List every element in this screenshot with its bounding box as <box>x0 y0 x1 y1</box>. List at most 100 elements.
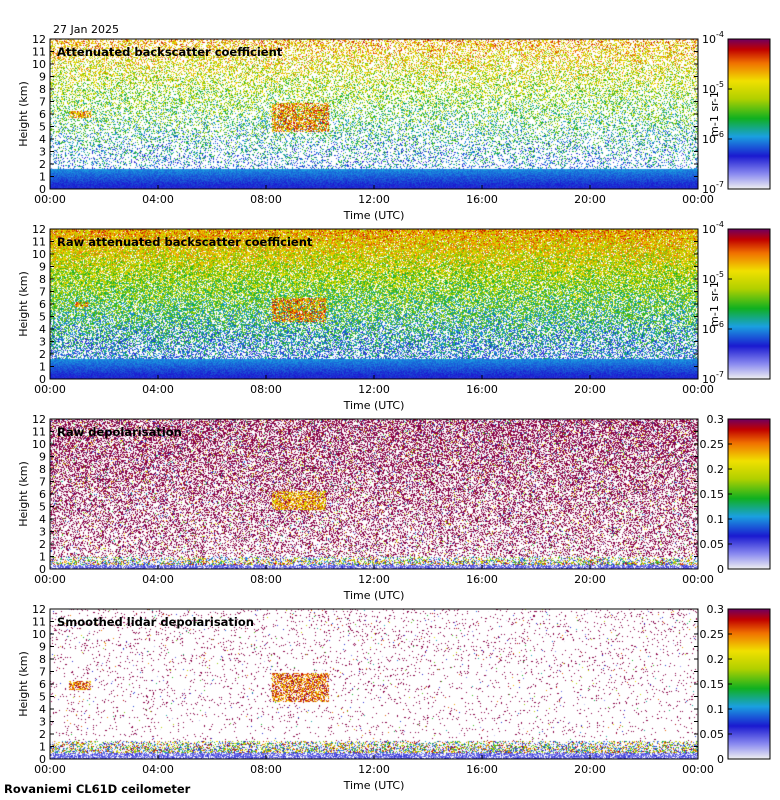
ytick-label: 10 <box>32 438 46 451</box>
heatmap-raster <box>50 39 698 189</box>
ytick-label: 1 <box>39 171 46 184</box>
ytick-label: 7 <box>39 286 46 299</box>
x-axis-label: Time (UTC) <box>343 209 405 222</box>
ytick-label: 6 <box>39 488 46 501</box>
ytick-label: 4 <box>39 323 46 336</box>
colorbar-tick-label: 10-7 <box>702 180 724 196</box>
ytick-label: 11 <box>32 616 46 629</box>
colorbar-tick-label: 0.25 <box>700 438 725 451</box>
x-axis-label: Time (UTC) <box>343 399 405 412</box>
ytick-label: 12 <box>32 603 46 616</box>
xtick-label: 12:00 <box>358 193 390 206</box>
ytick-label: 8 <box>39 83 46 96</box>
ytick-label: 12 <box>32 223 46 236</box>
ytick-label: 1 <box>39 551 46 564</box>
y-axis-label: Height (km) <box>17 81 30 147</box>
y-axis-label: Height (km) <box>17 461 30 527</box>
ytick-label: 2 <box>39 538 46 551</box>
panel-title: Attenuated backscatter coefficient <box>57 45 283 59</box>
ytick-label: 9 <box>39 641 46 654</box>
xtick-label: 04:00 <box>142 193 174 206</box>
xtick-label: 20:00 <box>574 193 606 206</box>
ytick-label: 5 <box>39 311 46 324</box>
colorbar-tick-label: 0.3 <box>707 603 725 616</box>
xtick-label: 12:00 <box>358 383 390 396</box>
ytick-label: 2 <box>39 728 46 741</box>
date-label: 27 Jan 2025 <box>53 23 119 36</box>
colorbar-tick-label: 10-4 <box>702 220 724 236</box>
xtick-label: 04:00 <box>142 763 174 776</box>
xtick-label: 08:00 <box>250 573 282 586</box>
colorbar-tick-label: 0.2 <box>707 463 725 476</box>
ytick-label: 10 <box>32 58 46 71</box>
ytick-label: 0 <box>39 183 46 196</box>
ytick-label: 0 <box>39 753 46 766</box>
colorbar <box>727 608 771 760</box>
colorbar-tick-label: 10-7 <box>702 370 724 386</box>
colorbar-tick-label: 0.3 <box>707 413 725 426</box>
xtick-label: 00:00 <box>682 763 714 776</box>
xtick-label: 00:00 <box>34 573 66 586</box>
ytick-label: 9 <box>39 261 46 274</box>
xtick-label: 00:00 <box>682 573 714 586</box>
xtick-label: 00:00 <box>34 193 66 206</box>
panel-title: Raw depolarisation <box>57 425 182 439</box>
colorbar-tick-label: 0 <box>717 563 724 576</box>
ytick-label: 3 <box>39 716 46 729</box>
ytick-label: 9 <box>39 451 46 464</box>
xtick-label: 12:00 <box>358 763 390 776</box>
colorbar <box>727 418 771 570</box>
colorbar-tick-label: 0.05 <box>700 538 725 551</box>
ytick-label: 10 <box>32 248 46 261</box>
colorbar-units: m-1 sr-1 <box>708 281 721 327</box>
colorbar-tick-label: 0.15 <box>700 678 725 691</box>
ytick-label: 2 <box>39 158 46 171</box>
ytick-label: 12 <box>32 413 46 426</box>
x-axis-label: Time (UTC) <box>343 779 405 792</box>
xtick-label: 20:00 <box>574 383 606 396</box>
colorbar <box>727 228 771 380</box>
y-axis-label: Height (km) <box>17 271 30 337</box>
ytick-label: 10 <box>32 628 46 641</box>
xtick-label: 16:00 <box>466 763 498 776</box>
ytick-label: 8 <box>39 273 46 286</box>
heatmap-raster <box>50 419 698 569</box>
ytick-label: 5 <box>39 501 46 514</box>
ytick-label: 4 <box>39 133 46 146</box>
colorbar-tick-label: 0.15 <box>700 488 725 501</box>
ytick-label: 5 <box>39 691 46 704</box>
ytick-label: 1 <box>39 361 46 374</box>
ytick-label: 4 <box>39 703 46 716</box>
ytick-label: 8 <box>39 463 46 476</box>
xtick-label: 12:00 <box>358 573 390 586</box>
xtick-label: 00:00 <box>682 383 714 396</box>
xtick-label: 04:00 <box>142 573 174 586</box>
ytick-label: 5 <box>39 121 46 134</box>
heatmap-raster <box>50 609 698 759</box>
xtick-label: 00:00 <box>682 193 714 206</box>
xtick-label: 16:00 <box>466 193 498 206</box>
xtick-label: 16:00 <box>466 573 498 586</box>
ytick-label: 2 <box>39 348 46 361</box>
ytick-label: 7 <box>39 666 46 679</box>
ytick-label: 12 <box>32 33 46 46</box>
xtick-label: 04:00 <box>142 383 174 396</box>
ytick-label: 11 <box>32 236 46 249</box>
ytick-label: 6 <box>39 298 46 311</box>
x-axis-label: Time (UTC) <box>343 589 405 602</box>
site-label: Rovaniemi CL61D ceilometer <box>4 782 191 796</box>
ytick-label: 4 <box>39 513 46 526</box>
y-axis-label: Height (km) <box>17 651 30 717</box>
ytick-label: 11 <box>32 46 46 59</box>
colorbar-tick-label: 0 <box>717 753 724 766</box>
xtick-label: 08:00 <box>250 763 282 776</box>
ytick-label: 7 <box>39 96 46 109</box>
ytick-label: 7 <box>39 476 46 489</box>
ytick-label: 3 <box>39 336 46 349</box>
ytick-label: 0 <box>39 373 46 386</box>
heatmap-raster <box>50 229 698 379</box>
